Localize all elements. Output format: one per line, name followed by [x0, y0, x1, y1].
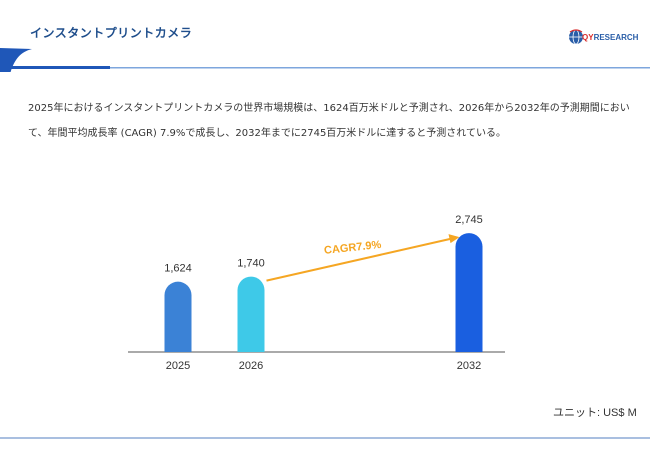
market-description: 2025年におけるインスタントプリントカメラの世界市場規模は、1624百万米ドル… — [28, 103, 630, 139]
market-size-chart: 1,624 2025 1,740 2026 2,745 2032 CAGR7.9% — [128, 214, 505, 372]
qyresearch-logo: QYRESEARCH — [568, 28, 638, 50]
cagr-label: CAGR7.9% — [323, 239, 382, 257]
page-title: インスタントプリントカメラ — [30, 26, 193, 40]
value-label-2032: 2,745 — [455, 214, 483, 226]
bar-2026 — [237, 276, 265, 352]
header: インスタントプリントカメラ QYRESEARCH — [0, 0, 650, 72]
unit-label: ユニット: US$ M — [553, 407, 637, 419]
footer-divider — [0, 437, 650, 439]
x-tick-2025: 2025 — [166, 360, 190, 372]
header-decoration — [0, 48, 650, 72]
cagr-arrow-head — [448, 234, 460, 244]
bar-2032 — [455, 233, 483, 352]
bar-2025 — [164, 281, 192, 352]
x-tick-2032: 2032 — [457, 360, 481, 372]
logo-suffix: RESEARCH — [593, 33, 639, 42]
logo-prefix: QY — [582, 33, 594, 42]
value-label-2025: 1,624 — [164, 263, 192, 275]
globe-icon — [569, 29, 583, 45]
cagr-arrow-line — [266, 237, 452, 282]
logo-text: QYRESEARCH — [582, 33, 638, 42]
x-tick-2026: 2026 — [239, 360, 263, 372]
value-label-2026: 1,740 — [237, 258, 265, 270]
